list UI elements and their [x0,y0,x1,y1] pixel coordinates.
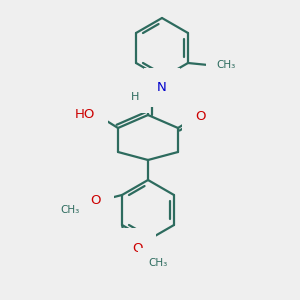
Text: O: O [195,110,205,122]
Text: O: O [132,242,142,254]
Text: CH₃: CH₃ [61,205,80,215]
Text: CH₃: CH₃ [216,60,235,70]
Text: HO: HO [75,109,95,122]
Text: N: N [157,81,167,94]
Text: CH₃: CH₃ [148,258,167,268]
Text: O: O [91,194,101,206]
Text: H: H [130,92,139,102]
